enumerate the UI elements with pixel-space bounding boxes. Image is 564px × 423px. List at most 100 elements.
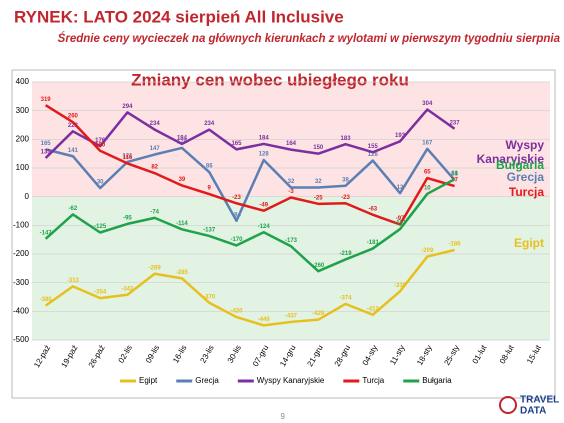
- data-label: -209: [421, 248, 434, 254]
- data-label: -370: [203, 294, 216, 300]
- x-tick-label: 07-gru: [251, 344, 270, 369]
- data-label: 193: [395, 133, 406, 139]
- series-line: [45, 146, 456, 222]
- data-label: -186: [449, 242, 462, 248]
- data-label: 82: [151, 165, 158, 171]
- legend-label: Wyspy Kanaryjskie: [257, 376, 325, 385]
- series-label: Wyspy Kanaryjskie: [476, 138, 544, 166]
- y-tick-label: -300: [13, 278, 30, 287]
- data-label: 160: [95, 142, 106, 148]
- frame: [11, 69, 556, 399]
- y-tick-label: 400: [16, 77, 30, 86]
- data-label: 167: [422, 140, 433, 146]
- data-label: 65: [424, 170, 431, 176]
- data-label: -23: [341, 195, 350, 201]
- data-label: 141: [68, 148, 79, 154]
- y-tick-label: 300: [16, 106, 30, 115]
- page-number: 9: [281, 412, 286, 421]
- x-tick-label: 08-lut: [498, 343, 516, 366]
- x-tick-label: 18-sty: [415, 344, 434, 367]
- x-tick-label: 04-sty: [361, 344, 380, 367]
- data-label: -25: [314, 195, 323, 201]
- x-tick-label: 19-paź: [59, 344, 79, 370]
- data-label: 260: [68, 114, 79, 120]
- data-label: -437: [285, 314, 298, 320]
- logo-icon: [499, 396, 517, 414]
- x-tick-label: 23-lis: [198, 344, 215, 365]
- series-label: Egipt: [514, 236, 544, 250]
- x-tick-label: 15-lut: [525, 343, 543, 366]
- logo: TRAVEL: [520, 395, 559, 406]
- data-label: -285: [176, 270, 189, 276]
- y-tick-label: -100: [13, 220, 30, 229]
- data-label: 32: [315, 179, 322, 185]
- data-label: 86: [206, 164, 213, 170]
- negative-zone: [32, 196, 550, 340]
- data-label: 234: [150, 121, 161, 127]
- data-label: 165: [231, 141, 242, 147]
- data-label: 10: [424, 185, 431, 191]
- data-label: -181: [367, 240, 380, 246]
- series-line: [44, 248, 455, 327]
- data-label: -170: [230, 237, 243, 243]
- x-tick-label: 28-gru: [333, 344, 352, 369]
- data-label: 32: [288, 179, 295, 185]
- data-label: -374: [340, 295, 353, 301]
- data-label: 135: [41, 150, 52, 156]
- data-label: 30: [97, 180, 104, 186]
- x-tick-label: 25-sty: [442, 344, 461, 367]
- data-label: 128: [259, 152, 270, 158]
- chart-title: RYNEK: LATO 2024 sierpień All Inclusive: [14, 7, 344, 26]
- data-label: -429: [312, 311, 325, 317]
- data-label: -95: [123, 215, 132, 221]
- data-label: -74: [150, 209, 159, 215]
- data-label: 176: [95, 138, 106, 144]
- data-label: 164: [286, 141, 297, 147]
- x-tick-label: 11-sty: [388, 344, 406, 367]
- data-label: -269: [149, 265, 162, 271]
- data-label: -354: [94, 290, 107, 296]
- data-label: 155: [368, 144, 379, 150]
- data-label: -147: [40, 230, 53, 236]
- data-label: -84: [232, 212, 241, 218]
- data-label: -113: [394, 221, 406, 227]
- data-label: -114: [176, 221, 188, 227]
- data-label: 184: [259, 135, 270, 141]
- y-tick-label: 200: [16, 134, 30, 143]
- data-label: 38: [342, 177, 349, 183]
- legend-label: Bułgaria: [422, 376, 452, 385]
- x-tick-label: 21-gru: [305, 344, 324, 369]
- data-label: -97: [396, 216, 405, 222]
- data-label: 304: [422, 101, 433, 107]
- data-label: -219: [340, 251, 353, 257]
- data-label: -23: [232, 195, 241, 201]
- data-label: 61: [451, 171, 458, 177]
- x-tick-label: 14-gru: [278, 344, 297, 369]
- data-label: 234: [204, 121, 215, 127]
- data-label: -125: [94, 224, 107, 230]
- series-line: [44, 178, 456, 273]
- series-label: Turcja: [508, 185, 544, 199]
- data-label: -313: [67, 278, 80, 284]
- y-tick-label: -500: [13, 335, 30, 344]
- data-label: 126: [368, 152, 379, 158]
- legend-label: Egipt: [139, 376, 158, 385]
- data-label: -342: [121, 286, 134, 292]
- data-label: 165: [41, 141, 52, 147]
- data-label: -420: [230, 309, 243, 315]
- y-tick-label: -400: [13, 306, 30, 315]
- data-label: -124: [258, 224, 271, 230]
- series-line: [44, 104, 455, 226]
- data-label: 12: [397, 185, 404, 191]
- legend-label: Turcja: [362, 376, 384, 385]
- data-label: 150: [313, 145, 324, 151]
- data-label: 116: [123, 155, 133, 161]
- data-label: 37: [451, 178, 458, 184]
- data-label: -49: [259, 202, 268, 208]
- data-label: 121: [122, 154, 133, 160]
- series-label: Grecja: [506, 170, 544, 184]
- x-tick-label: 16-lis: [171, 344, 188, 365]
- data-label: -137: [203, 228, 216, 234]
